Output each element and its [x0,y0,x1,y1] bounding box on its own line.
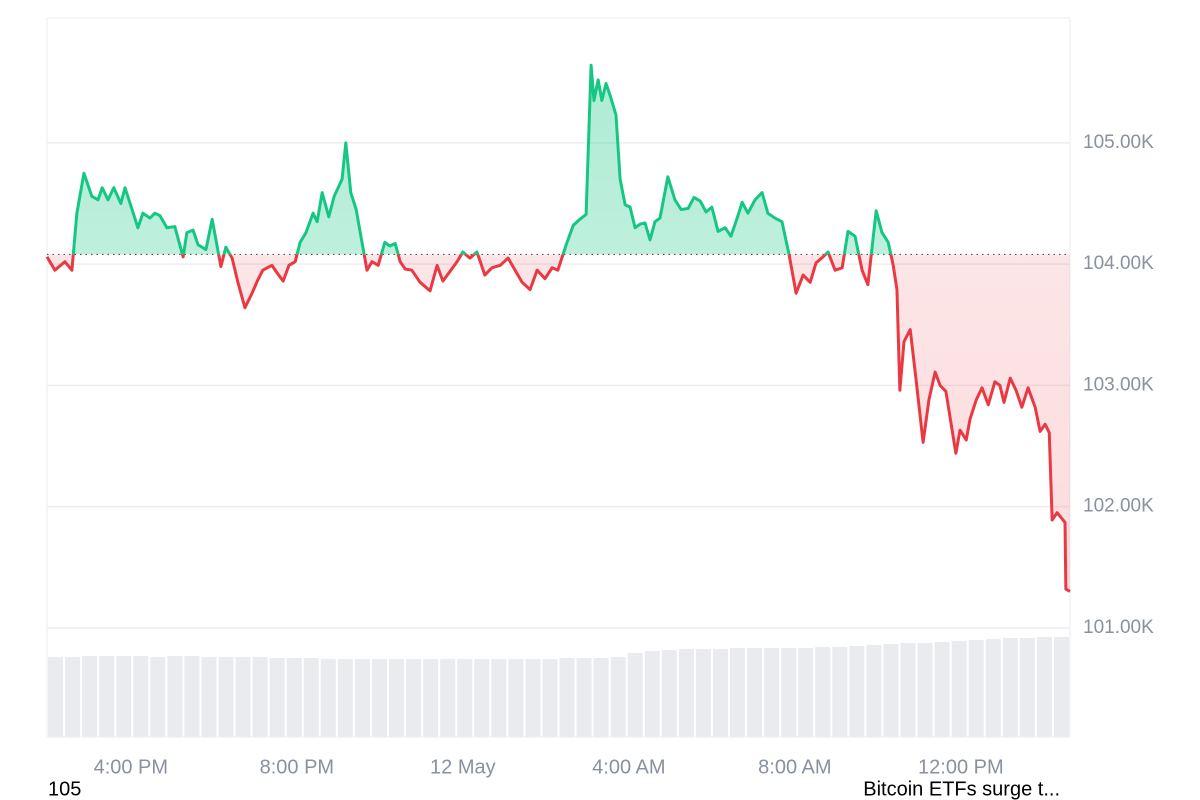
volume-bar [508,659,524,737]
area-down [47,254,1070,592]
volume-bar [48,657,64,737]
footer-right: Bitcoin ETFs surge t... [863,778,1060,800]
volume-bar [371,659,387,737]
volume-bar [218,657,234,737]
volume-bar [423,659,439,737]
volume-bar [764,648,780,737]
volume-bar [389,659,405,737]
volume-bar [985,639,1001,737]
volume-bar [542,659,558,737]
volume-bar [1036,637,1052,737]
volume-bar [474,659,490,737]
volume-bar [678,649,694,737]
volume-bar [883,644,899,737]
volume-bar [457,659,473,737]
y-tick-label: 101.00K [1083,617,1154,638]
volume-bar [201,657,217,737]
volume-bar [82,656,98,737]
volume-bar [849,646,865,737]
volume-bar [593,658,609,737]
volume-bar [1002,638,1018,737]
volume-bar [866,645,882,737]
volume-bar [576,658,592,737]
volume-bar [917,643,933,737]
volume-bar [303,658,319,737]
volume-bar [167,656,183,737]
y-tick-label: 105.00K [1083,132,1154,153]
x-tick-label: 12:00 PM [918,756,1004,778]
volume-bar [627,653,643,737]
y-tick-label: 103.00K [1083,374,1154,395]
volume-bar [252,657,268,737]
volume-bar [133,656,149,737]
x-tick-label: 8:00 AM [758,756,831,778]
volume-bar [337,659,353,737]
footer-left: 105 [48,778,81,800]
price-line-down [45,254,1071,593]
volume-bar [900,643,916,737]
volume-bar [235,657,251,737]
volume-bar [781,648,797,737]
volume-bar [661,650,677,737]
volume-bar [440,659,456,737]
plot-layer [45,63,1071,593]
area-up [47,65,1070,255]
volume-layer [48,637,1069,737]
volume-bar [832,647,848,737]
y-tick-label: 104.00K [1083,253,1154,274]
volume-bar [1019,638,1035,737]
volume-bar [934,642,950,737]
volume-bar [815,647,831,737]
label-layer: 101.00K 102.00K 103.00K 104.00K 105.00K 4:00 … [94,132,1155,778]
volume-bar [150,657,166,737]
volume-bar [99,656,115,737]
volume-bar [747,648,763,737]
x-tick-label: 12 May [430,756,496,778]
volume-bar [610,657,626,737]
x-tick-label: 8:00 PM [260,756,334,778]
volume-bar [116,656,132,737]
volume-bar [286,658,302,737]
volume-bar [491,659,507,737]
volume-bar [730,648,746,737]
y-tick-label: 102.00K [1083,496,1154,517]
volume-bar [65,657,81,737]
volume-bar [320,659,336,737]
volume-bar [354,659,370,737]
volume-bar [798,648,814,737]
volume-bar [951,641,967,737]
volume-bar [712,649,728,737]
x-tick-label: 4:00 AM [592,756,665,778]
volume-bar [269,658,285,737]
volume-bar [695,649,711,737]
volume-bar [184,656,200,737]
volume-bar [406,659,422,737]
volume-bar [525,659,541,737]
volume-bar [559,658,575,737]
volume-bar [1053,637,1069,737]
x-tick-label: 4:00 PM [94,756,168,778]
volume-bar [644,651,660,737]
price-line-up [71,63,893,255]
volume-bar [968,640,984,737]
